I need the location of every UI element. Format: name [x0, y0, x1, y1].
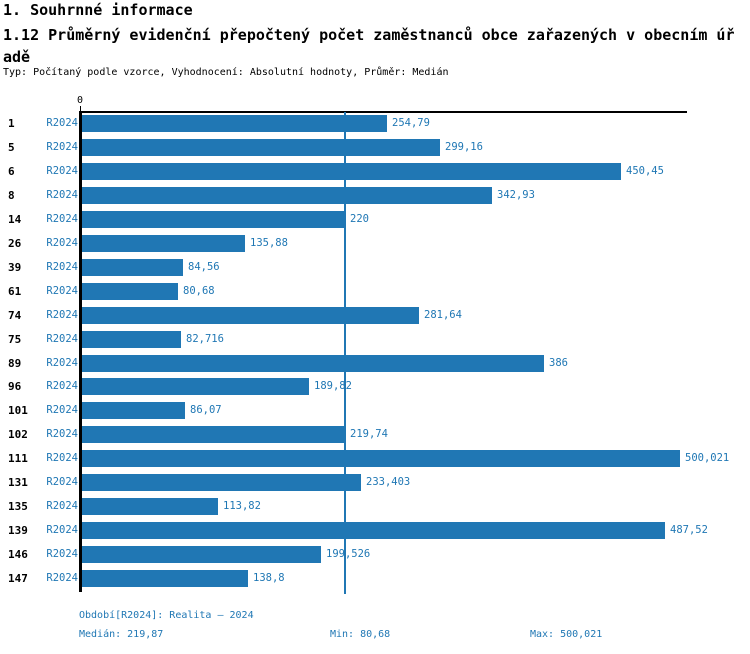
row-category-label: 5	[8, 141, 15, 154]
bar-value-label: 80,68	[183, 285, 215, 297]
report-section-title: 1. Souhrnné informace	[3, 1, 193, 19]
row-series-label: R2024	[46, 333, 78, 345]
bar-value-label: 342,93	[497, 189, 535, 201]
bar-value-label: 84,56	[188, 261, 220, 273]
bar-value-label: 487,52	[670, 524, 708, 536]
bar-value-label: 113,82	[223, 500, 261, 512]
row-category-label: 75	[8, 333, 22, 346]
median-stat-label: Medián: 219,87	[79, 629, 164, 640]
bar-value-label: 135,88	[250, 237, 288, 249]
row-series-label: R2024	[46, 309, 78, 321]
row-category-label: 131	[8, 476, 28, 489]
bar	[82, 115, 387, 132]
row-category-label: 146	[8, 548, 28, 561]
row-series-label: R2024	[46, 476, 78, 488]
row-series-label: R2024	[46, 572, 78, 584]
bar-value-label: 233,403	[366, 476, 411, 488]
bar-value-label: 199,526	[326, 548, 371, 560]
median-reference-line	[344, 112, 346, 594]
row-series-label: R2024	[46, 189, 78, 201]
row-series-label: R2024	[46, 524, 78, 536]
row-category-label: 8	[8, 189, 15, 202]
bar	[82, 378, 309, 395]
row-category-label: 102	[8, 428, 28, 441]
bar-value-label: 386	[549, 357, 568, 369]
bar-value-label: 219,74	[350, 428, 388, 440]
x-axis-zero-label: 0	[76, 95, 84, 106]
row-category-label: 6	[8, 165, 15, 178]
bar-value-label: 299,16	[445, 141, 483, 153]
bar	[82, 307, 419, 324]
row-series-label: R2024	[46, 141, 78, 153]
row-category-label: 39	[8, 261, 22, 274]
bar	[82, 235, 245, 252]
bar-value-label: 450,45	[626, 165, 664, 177]
bar-value-label: 500,021	[685, 452, 730, 464]
bar	[82, 474, 361, 491]
bar	[82, 139, 440, 156]
bar-value-label: 189,82	[314, 380, 352, 392]
bar	[82, 546, 321, 563]
x-axis-line	[79, 111, 687, 113]
bar	[82, 211, 345, 228]
row-series-label: R2024	[46, 380, 78, 392]
bar	[82, 402, 185, 419]
row-category-label: 135	[8, 500, 28, 513]
row-series-label: R2024	[46, 452, 78, 464]
bar	[82, 331, 181, 348]
bar	[82, 426, 345, 443]
bar	[82, 259, 183, 276]
row-series-label: R2024	[46, 357, 78, 369]
row-category-label: 26	[8, 237, 22, 250]
row-series-label: R2024	[46, 117, 78, 129]
row-category-label: 14	[8, 213, 22, 226]
bar-value-label: 82,716	[186, 333, 224, 345]
row-category-label: 101	[8, 404, 28, 417]
row-category-label: 74	[8, 309, 22, 322]
row-category-label: 61	[8, 285, 22, 298]
period-label: Období[R2024]: Realita – 2024	[79, 610, 254, 621]
row-series-label: R2024	[46, 428, 78, 440]
bar-value-label: 138,8	[253, 572, 285, 584]
bar	[82, 498, 218, 515]
bar-value-label: 281,64	[424, 309, 462, 321]
row-series-label: R2024	[46, 285, 78, 297]
bar	[82, 522, 665, 539]
bar	[82, 570, 248, 587]
bar	[82, 283, 178, 300]
bar	[82, 450, 680, 467]
row-series-label: R2024	[46, 261, 78, 273]
row-category-label: 147	[8, 572, 28, 585]
bar	[82, 163, 621, 180]
row-category-label: 1	[8, 117, 15, 130]
row-series-label: R2024	[46, 548, 78, 560]
chart-title: 1.12 Průměrný evidenční přepočtený počet…	[3, 26, 735, 66]
row-series-label: R2024	[46, 237, 78, 249]
bar	[82, 187, 492, 204]
row-category-label: 139	[8, 524, 28, 537]
row-category-label: 89	[8, 357, 22, 370]
row-series-label: R2024	[46, 500, 78, 512]
row-category-label: 111	[8, 452, 28, 465]
bar-value-label: 220	[350, 213, 369, 225]
row-series-label: R2024	[46, 165, 78, 177]
bar	[82, 355, 544, 372]
min-stat-label: Min: 80,68	[330, 629, 391, 640]
chart-meta-line: Typ: Počítaný podle vzorce, Vyhodnocení:…	[3, 67, 449, 78]
x-axis-tick	[80, 106, 81, 112]
bar-value-label: 86,07	[190, 404, 222, 416]
row-series-label: R2024	[46, 213, 78, 225]
max-stat-label: Max: 500,021	[530, 629, 603, 640]
y-axis-line	[79, 111, 82, 592]
bar-value-label: 254,79	[392, 117, 430, 129]
row-category-label: 96	[8, 380, 22, 393]
row-series-label: R2024	[46, 404, 78, 416]
